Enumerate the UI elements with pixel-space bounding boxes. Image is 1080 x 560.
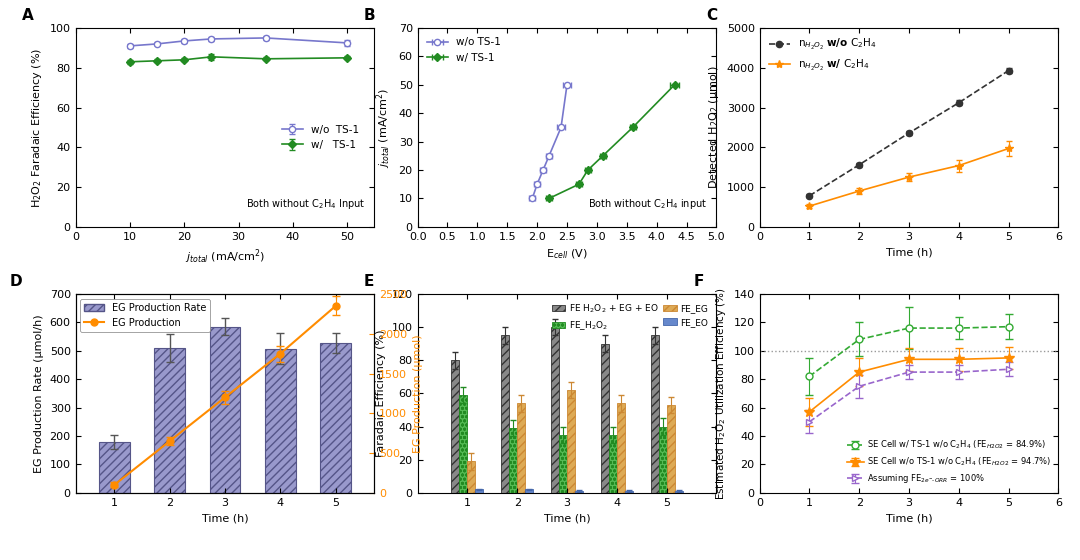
Bar (517, 403, 525, 493)
Bar (468, 461, 475, 493)
Text: C: C (706, 8, 717, 23)
Bar (575, 491, 583, 493)
Bar (459, 395, 468, 493)
Legend: SE Cell w/ TS-1 w/o C$_2$H$_4$ (FE$_{H2O2}$ = 84.9%), SE Cell w/o TS-1 w/o C$_2$: SE Cell w/ TS-1 w/o C$_2$H$_4$ (FE$_{H2O… (843, 436, 1054, 489)
Y-axis label: H$_2$O$_2$ Faradaic Efficiency (%): H$_2$O$_2$ Faradaic Efficiency (%) (30, 47, 44, 208)
Legend: w/o  TS-1, w/   TS-1: w/o TS-1, w/ TS-1 (278, 120, 363, 154)
X-axis label: Time (h): Time (h) (543, 513, 591, 523)
Y-axis label: Faradaic Efficiency (%): Faradaic Efficiency (%) (376, 330, 386, 457)
Y-axis label: Estimated H$_2$O$_2$ Utilization Efficiency (%): Estimated H$_2$O$_2$ Utilization Efficie… (714, 287, 728, 500)
Y-axis label: Detected H$_2$O$_2$ (μmol): Detected H$_2$O$_2$ (μmol) (707, 66, 721, 189)
X-axis label: Time (h): Time (h) (886, 247, 932, 257)
Bar (617, 403, 624, 493)
X-axis label: $j_{total}$ (mA/cm$^2$): $j_{total}$ (mA/cm$^2$) (185, 247, 265, 266)
Bar (525, 489, 534, 493)
Bar (600, 344, 609, 493)
Bar (210, 326, 240, 493)
Text: B: B (364, 8, 376, 23)
Y-axis label: $j_{total}$ (mA/cm$^2$): $j_{total}$ (mA/cm$^2$) (375, 87, 393, 167)
Legend: w/o TS-1, w/ TS-1: w/o TS-1, w/ TS-1 (422, 33, 505, 67)
Bar (451, 360, 459, 493)
Text: Both without C$_2$H$_4$ Input: Both without C$_2$H$_4$ Input (246, 197, 365, 211)
Bar (624, 491, 633, 493)
Legend: FE H$_2$O$_2$ + EG + EO, FE_H$_2$O$_2$, FE_EG, FE_EO: FE H$_2$O$_2$ + EG + EO, FE_H$_2$O$_2$, … (549, 298, 712, 335)
Bar (650, 335, 659, 493)
Text: D: D (10, 274, 23, 289)
X-axis label: E$_{cell}$ (V): E$_{cell}$ (V) (546, 247, 588, 261)
Bar (510, 428, 517, 493)
Legend: EG Production Rate, EG Production: EG Production Rate, EG Production (81, 299, 210, 332)
Legend: n$_{H_2O_2}$ $\bf{w/o}$ C$_2$H$_4$, n$_{H_2O_2}$ $\bf{w/}$ C$_2$H$_4$: n$_{H_2O_2}$ $\bf{w/o}$ C$_2$H$_4$, n$_{… (765, 33, 881, 77)
Bar (567, 390, 575, 493)
Bar (559, 435, 567, 493)
Bar (501, 335, 510, 493)
Y-axis label: EG Production Rate (μmol/h): EG Production Rate (μmol/h) (35, 314, 44, 473)
Bar (265, 348, 296, 493)
Bar (609, 435, 617, 493)
Bar (659, 427, 666, 493)
Bar (475, 489, 484, 493)
Y-axis label: EG Production (μmol): EG Production (μmol) (413, 334, 423, 452)
Text: E: E (364, 274, 374, 289)
Bar (154, 348, 185, 493)
Text: F: F (693, 274, 704, 289)
Text: A: A (22, 8, 33, 23)
Bar (99, 442, 130, 493)
Bar (666, 405, 675, 493)
X-axis label: Time (h): Time (h) (202, 513, 248, 523)
Bar (675, 491, 683, 493)
Bar (321, 343, 351, 493)
Bar (551, 327, 559, 493)
Text: Both without C$_2$H$_4$ input: Both without C$_2$H$_4$ input (589, 197, 707, 211)
X-axis label: Time (h): Time (h) (886, 513, 932, 523)
